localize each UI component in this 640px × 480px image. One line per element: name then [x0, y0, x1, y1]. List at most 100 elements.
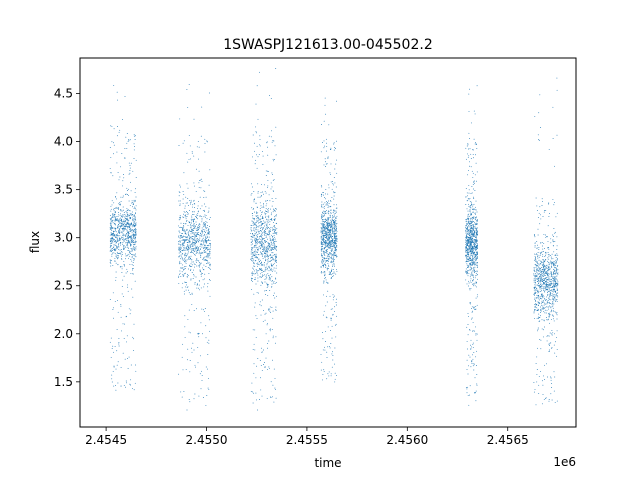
data-point	[544, 234, 546, 236]
data-point	[335, 249, 337, 250]
data-point	[131, 229, 133, 231]
data-point	[135, 233, 137, 235]
data-point	[465, 271, 467, 273]
data-point	[201, 227, 203, 229]
data-point	[261, 237, 263, 239]
data-point	[555, 264, 557, 266]
data-point	[322, 262, 324, 264]
data-point	[328, 265, 330, 267]
data-point	[196, 240, 198, 242]
data-point	[260, 284, 262, 286]
data-point	[269, 306, 271, 308]
data-point	[470, 235, 472, 237]
data-point	[120, 304, 122, 306]
data-point	[325, 228, 327, 230]
data-point	[468, 280, 470, 282]
data-point	[473, 208, 475, 210]
data-point	[122, 214, 124, 216]
data-point	[184, 256, 186, 258]
data-point	[200, 287, 202, 289]
data-point	[269, 246, 271, 248]
data-point	[257, 196, 259, 198]
data-point	[545, 278, 547, 280]
data-point	[275, 126, 277, 128]
data-point	[132, 215, 134, 217]
data-point	[181, 243, 183, 245]
data-point	[473, 243, 475, 245]
data-point	[207, 262, 209, 264]
data-point	[115, 242, 117, 244]
data-point	[199, 264, 201, 266]
data-point	[469, 266, 471, 268]
data-point	[128, 356, 130, 358]
data-point	[325, 247, 327, 249]
data-point	[190, 218, 192, 220]
data-point	[178, 256, 180, 258]
data-point	[262, 211, 264, 213]
data-point	[330, 249, 332, 251]
data-point	[547, 319, 549, 321]
data-point	[272, 269, 274, 271]
data-point	[204, 211, 206, 213]
data-point	[326, 249, 328, 250]
data-point	[179, 232, 181, 234]
data-point	[132, 267, 133, 269]
data-point	[326, 163, 328, 165]
data-point	[260, 277, 262, 279]
data-point	[267, 251, 269, 253]
data-point	[333, 149, 335, 151]
data-point	[471, 218, 473, 220]
data-point	[550, 292, 551, 294]
data-point	[126, 268, 128, 270]
data-point	[116, 240, 118, 242]
data-point	[469, 198, 471, 199]
data-point	[257, 249, 259, 251]
data-point	[206, 221, 208, 223]
data-point	[130, 238, 132, 240]
data-point	[203, 269, 205, 271]
data-point	[267, 185, 269, 187]
data-point	[332, 294, 334, 296]
data-point	[134, 192, 136, 194]
data-point	[275, 306, 277, 308]
data-point	[120, 226, 121, 228]
data-point	[541, 270, 542, 272]
data-point	[200, 322, 202, 324]
data-point	[270, 208, 271, 210]
data-point	[469, 205, 471, 207]
data-point	[268, 245, 270, 247]
data-point	[127, 220, 129, 222]
data-point	[113, 227, 115, 229]
data-point	[539, 308, 541, 310]
data-point	[331, 325, 333, 327]
data-point	[545, 253, 547, 255]
data-point	[252, 280, 254, 282]
data-point	[127, 238, 129, 240]
data-point	[556, 314, 558, 316]
data-point	[252, 273, 254, 275]
data-point	[259, 276, 261, 278]
data-point	[259, 144, 261, 146]
data-point	[275, 260, 277, 262]
data-point	[538, 264, 540, 266]
data-point	[333, 216, 335, 218]
data-point	[472, 246, 474, 248]
data-point	[260, 244, 262, 246]
data-point	[474, 236, 476, 238]
data-point	[251, 236, 253, 238]
data-point	[256, 132, 258, 134]
data-point	[476, 270, 478, 272]
data-point	[253, 236, 255, 238]
data-point	[123, 260, 125, 262]
data-point	[119, 223, 121, 225]
data-point	[116, 254, 118, 256]
data-point	[476, 274, 478, 276]
data-point	[134, 280, 136, 282]
data-point	[256, 239, 258, 241]
data-point	[203, 197, 205, 198]
data-point	[469, 212, 471, 214]
data-point	[266, 238, 268, 240]
data-point	[185, 196, 187, 198]
data-point	[180, 256, 182, 258]
data-point	[271, 255, 273, 257]
